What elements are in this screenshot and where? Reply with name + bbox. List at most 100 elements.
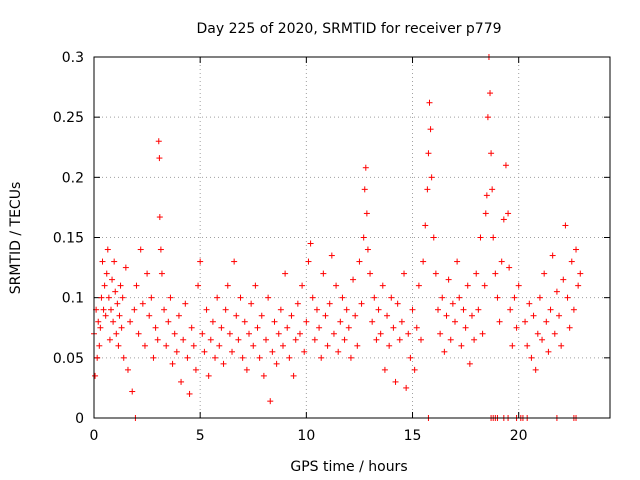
data-point (496, 318, 503, 325)
data-point (212, 354, 219, 361)
data-point (337, 318, 344, 325)
data-point (104, 246, 111, 253)
data-point (354, 342, 361, 349)
data-point (377, 330, 384, 337)
data-point (98, 294, 105, 301)
data-point (541, 270, 548, 277)
data-point (115, 342, 122, 349)
data-point (105, 294, 112, 301)
data-point (92, 372, 99, 379)
data-point (339, 294, 346, 301)
data-point (148, 294, 155, 301)
data-point (364, 246, 371, 253)
data-point (150, 354, 157, 361)
data-point (279, 342, 286, 349)
data-point (229, 348, 236, 355)
data-point (288, 312, 295, 319)
data-point (303, 318, 310, 325)
data-point (577, 270, 584, 277)
data-point (362, 164, 369, 171)
data-point (532, 366, 539, 373)
data-point (233, 312, 240, 319)
data-point (350, 276, 357, 283)
data-point (341, 336, 348, 343)
data-point (201, 348, 208, 355)
data-point (114, 300, 121, 307)
y-tick-label: 0.2 (62, 170, 84, 186)
data-point (169, 360, 176, 367)
data-point (328, 252, 335, 259)
data-point (161, 306, 168, 313)
data-points (91, 54, 584, 421)
data-point (345, 324, 352, 331)
data-point (547, 306, 554, 313)
data-point (549, 252, 556, 259)
data-point (441, 348, 448, 355)
data-point (543, 318, 550, 325)
data-point (398, 318, 405, 325)
data-point (224, 282, 231, 289)
data-point (207, 336, 214, 343)
data-point (182, 300, 189, 307)
data-point (430, 234, 437, 241)
data-point (564, 294, 571, 301)
data-point (220, 360, 227, 367)
data-point (394, 300, 401, 307)
data-point (131, 306, 138, 313)
data-point (487, 90, 494, 97)
data-point (99, 258, 106, 265)
data-point (156, 214, 163, 221)
data-point (427, 126, 434, 133)
data-point (124, 366, 131, 373)
data-point (254, 324, 261, 331)
data-point (101, 282, 108, 289)
data-point (343, 306, 350, 313)
data-point (513, 324, 520, 331)
data-point (318, 354, 325, 361)
data-point (484, 114, 491, 121)
data-point (167, 294, 174, 301)
data-point (307, 240, 314, 247)
data-point (556, 312, 563, 319)
data-point (110, 318, 117, 325)
data-point (509, 342, 516, 349)
data-point (483, 192, 490, 199)
data-point (347, 354, 354, 361)
data-point (363, 210, 370, 217)
data-point (477, 234, 484, 241)
data-point (468, 312, 475, 319)
data-point (186, 390, 193, 397)
data-point (277, 306, 284, 313)
data-point (464, 282, 471, 289)
data-point (490, 234, 497, 241)
data-point (275, 330, 282, 337)
data-point (473, 270, 480, 277)
data-point (396, 336, 403, 343)
data-point (507, 306, 514, 313)
data-point (498, 258, 505, 265)
data-point (235, 336, 242, 343)
data-point (250, 342, 257, 349)
data-point (154, 336, 161, 343)
data-point (435, 306, 441, 313)
data-point (388, 294, 395, 301)
data-point (188, 324, 195, 331)
data-point (562, 222, 569, 229)
data-point (311, 336, 318, 343)
data-point (534, 330, 541, 337)
data-point (122, 264, 129, 271)
data-point (373, 336, 380, 343)
data-point (284, 324, 291, 331)
data-point (155, 138, 162, 145)
data-point (361, 186, 368, 193)
data-point (358, 300, 365, 307)
data-point (379, 282, 386, 289)
data-point (203, 306, 210, 313)
data-point (135, 330, 142, 337)
data-point (458, 342, 465, 349)
data-point (118, 324, 125, 331)
data-point (539, 336, 546, 343)
data-point (95, 318, 102, 325)
data-point (320, 270, 327, 277)
y-tick-label: 0.25 (53, 110, 84, 126)
